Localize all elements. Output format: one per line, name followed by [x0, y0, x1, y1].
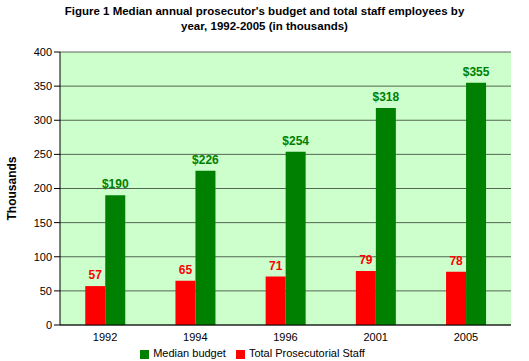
svg-text:78: 78 [449, 254, 463, 268]
svg-text:250: 250 [34, 148, 52, 160]
svg-text:100: 100 [34, 251, 52, 263]
svg-text:$318: $318 [373, 90, 400, 104]
svg-text:350: 350 [34, 80, 52, 92]
html-text:Figure 1 Median annual prosecu: Figure 1 Median annual prosecutor's budg… [64, 5, 465, 32]
svg-text:Thousands: Thousands [8, 156, 19, 220]
svg-text:$355: $355 [463, 65, 490, 79]
svg-text:1994: 1994 [183, 331, 207, 343]
svg-text:400: 400 [34, 46, 52, 58]
svg-text:200: 200 [34, 182, 52, 194]
svg-text:$254: $254 [282, 134, 309, 148]
svg-text:50: 50 [40, 285, 52, 297]
svg-text:300: 300 [34, 114, 52, 126]
svg-text:150: 150 [34, 217, 52, 229]
html-text:Median budget: Median budget [153, 347, 226, 359]
svg-text:1996: 1996 [273, 331, 297, 343]
svg-text:57: 57 [89, 268, 103, 282]
svg-text:1992: 1992 [93, 331, 117, 343]
html-text:Total Prosecutorial Staff: Total Prosecutorial Staff [248, 347, 365, 359]
svg-text:79: 79 [359, 253, 373, 267]
svg-text:2005: 2005 [454, 331, 478, 343]
svg-text:2001: 2001 [363, 331, 387, 343]
svg-text:0: 0 [46, 319, 52, 331]
svg-text:$190: $190 [102, 177, 129, 191]
svg-text:$226: $226 [192, 153, 219, 167]
svg-text:65: 65 [179, 263, 193, 277]
svg-text:71: 71 [269, 259, 283, 273]
